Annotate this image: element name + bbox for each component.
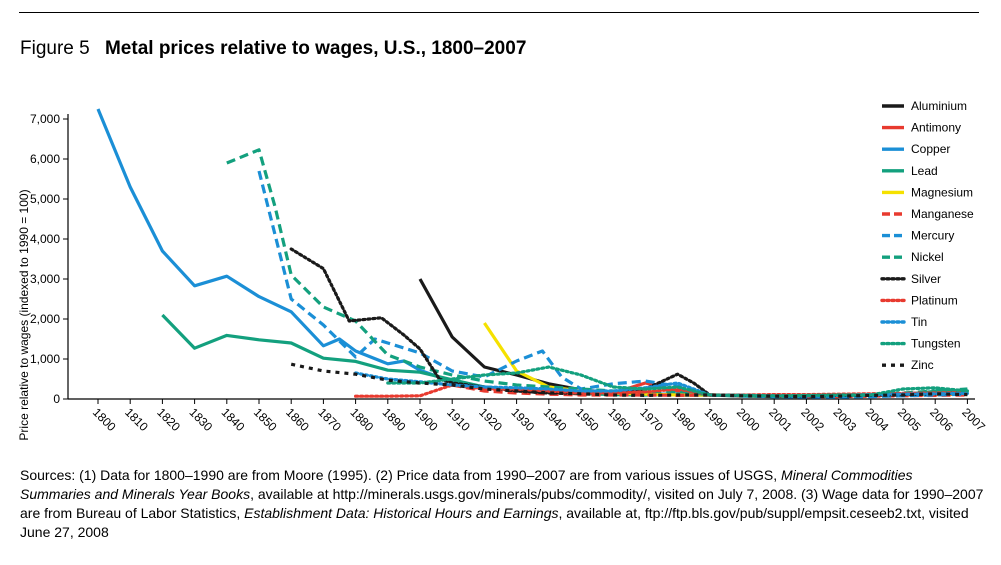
legend-label-tin: Tin — [911, 315, 927, 329]
x-tick-label: 1930 — [508, 405, 537, 434]
legend-label-copper: Copper — [911, 142, 950, 156]
legend-label-zinc: Zinc — [911, 358, 934, 372]
x-tick-label: 1970 — [637, 405, 666, 434]
y-tick-label: 0 — [53, 392, 60, 406]
y-tick-label: 7,000 — [30, 112, 60, 126]
sources-text-5: , available at, ftp://ftp.bls.gov/pub/su… — [20, 505, 969, 540]
sources-note: Sources: (1) Data for 1800–1990 are from… — [20, 466, 985, 542]
x-tick-label: 1980 — [669, 405, 698, 434]
chart: Price relative to wages (indexed to 1990… — [17, 99, 988, 441]
series-line-mercury — [257, 170, 968, 399]
y-tick-label: 3,000 — [30, 272, 60, 286]
figure-title: Figure 5 Metal prices relative to wages,… — [20, 38, 526, 60]
figure-label: Figure 5 — [20, 38, 90, 59]
series-line-aluminium — [418, 278, 968, 398]
x-tick-label: 2002 — [798, 405, 827, 434]
x-tick-label: 2004 — [863, 405, 892, 434]
legend-label-platinum: Platinum — [911, 293, 958, 307]
legend-label-aluminium: Aluminium — [911, 99, 967, 113]
series-line-copper — [96, 108, 968, 399]
legend-label-magnesium: Magnesium — [911, 185, 973, 199]
legend-label-nickel: Nickel — [911, 250, 944, 264]
legend: Aluminium Antimony Copper Lead Magnesium Mang… — [880, 99, 974, 372]
x-tick-label: 2003 — [830, 405, 859, 434]
legend-label-tungsten: Tungsten — [911, 337, 961, 351]
series-line-tin — [354, 371, 969, 398]
series-line-lead — [161, 313, 968, 399]
sources-text-1: Sources: (1) Data for 1800–1990 are from… — [20, 467, 782, 483]
legend-label-lead: Lead — [911, 164, 938, 178]
legend-label-manganese: Manganese — [911, 207, 974, 221]
series-line-tungsten — [386, 365, 969, 398]
x-tick-label: 1900 — [412, 405, 441, 434]
legend-label-mercury: Mercury — [911, 229, 954, 243]
x-tick-label: 1820 — [154, 405, 183, 434]
x-tick-label: 2001 — [766, 405, 795, 434]
x-tick-label: 1810 — [122, 405, 151, 434]
x-tick-label: 1910 — [444, 405, 473, 434]
top-rule — [19, 12, 979, 13]
x-tick-label: 2005 — [895, 405, 924, 434]
series-layer — [96, 108, 969, 399]
sources-text-3: , available at http://minerals.usgs.gov/… — [20, 486, 984, 521]
x-tick-label: 1940 — [541, 405, 570, 434]
y-tick-label: 2,000 — [30, 312, 60, 326]
x-tick-label: 1850 — [251, 405, 280, 434]
x-tick-label: 2006 — [927, 405, 956, 434]
axes: 0 1,000 2,000 3,000 4,000 5,000 6,000 7,000 1800… — [30, 112, 988, 434]
y-axis-label: Price relative to wages (indexed to 1990… — [17, 189, 31, 440]
x-tick-label: 1830 — [186, 405, 215, 434]
x-tick-label: 1990 — [702, 405, 731, 434]
sources-text-4: Establishment Data: Historical Hours and… — [244, 505, 559, 521]
sources-text-2: Mineral Commodities Summaries and Minera… — [20, 467, 913, 502]
x-tick-label: 1880 — [347, 405, 376, 434]
x-tick-label: 1840 — [219, 405, 248, 434]
series-line-silver — [289, 247, 969, 398]
x-tick-label: 1960 — [605, 405, 634, 434]
y-tick-label: 1,000 — [30, 352, 60, 366]
x-tick-label: 2007 — [959, 405, 988, 434]
y-tick-label: 6,000 — [30, 152, 60, 166]
x-tick-label: 1860 — [283, 405, 312, 434]
x-tick-label: 1870 — [315, 405, 344, 434]
y-tick-label: 4,000 — [30, 232, 60, 246]
x-tick-label: 2000 — [734, 405, 763, 434]
legend-label-silver: Silver — [911, 272, 941, 286]
y-tick-label: 5,000 — [30, 192, 60, 206]
legend-label-antimony: Antimony — [911, 121, 961, 135]
figure-main-title: Metal prices relative to wages, U.S., 18… — [104, 38, 527, 59]
x-tick-label: 1890 — [380, 405, 409, 434]
x-tick-label: 1800 — [90, 405, 119, 434]
x-tick-label: 1920 — [476, 405, 505, 434]
x-tick-label: 1950 — [573, 405, 602, 434]
